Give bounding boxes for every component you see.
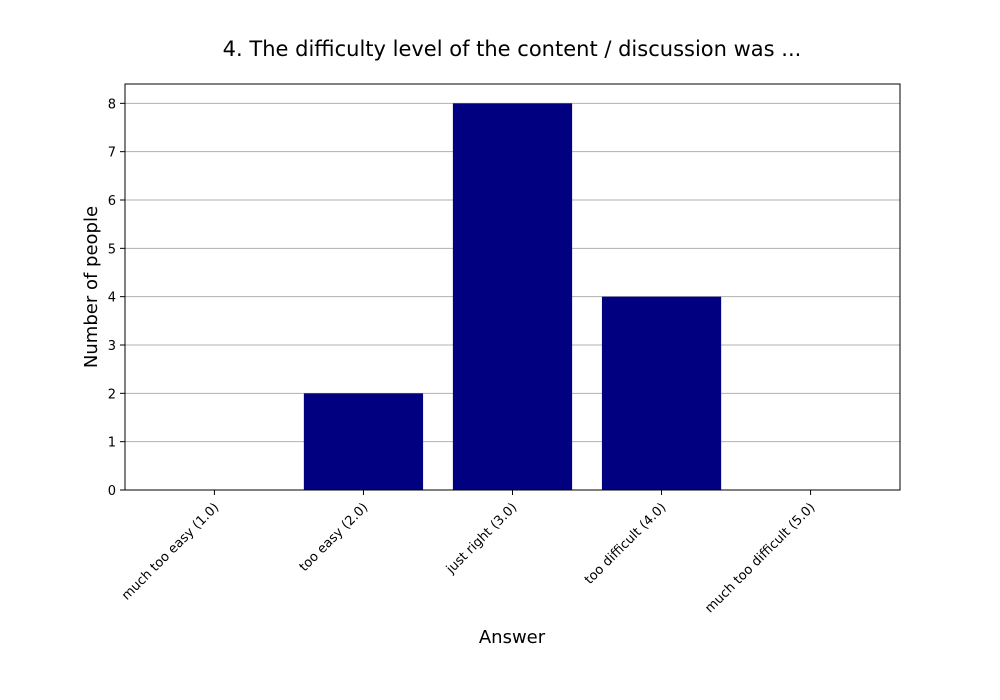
x-tick-label: much too difficult (5.0) [702, 500, 818, 616]
y-tick-label: 2 [108, 387, 116, 402]
bar [303, 393, 424, 490]
bar [601, 296, 722, 490]
x-axis: much too easy (1.0) too easy (2.0) just ri… [119, 490, 818, 616]
y-tick-label: 3 [108, 339, 116, 354]
y-axis: 0 1 2 3 4 5 6 7 8 [108, 97, 125, 499]
y-tick-label: 6 [108, 194, 116, 209]
y-tick-label: 0 [108, 484, 116, 499]
x-tick-label: just right (3.0) [443, 500, 520, 577]
bars [303, 103, 722, 490]
x-tick-label: too easy (2.0) [297, 500, 372, 575]
x-axis-label: Answer [479, 627, 546, 648]
y-axis-label: Number of people [81, 206, 102, 368]
y-tick-label: 1 [108, 436, 116, 451]
y-tick-label: 7 [108, 146, 116, 161]
x-tick-label: much too easy (1.0) [119, 500, 222, 603]
y-tick-label: 5 [108, 242, 116, 257]
x-tick-label: too difficult (4.0) [582, 500, 669, 587]
y-tick-label: 8 [108, 97, 116, 112]
chart-title: 4. The difficulty level of the content /… [223, 37, 802, 61]
y-tick-label: 4 [108, 291, 116, 306]
bar [452, 103, 573, 490]
